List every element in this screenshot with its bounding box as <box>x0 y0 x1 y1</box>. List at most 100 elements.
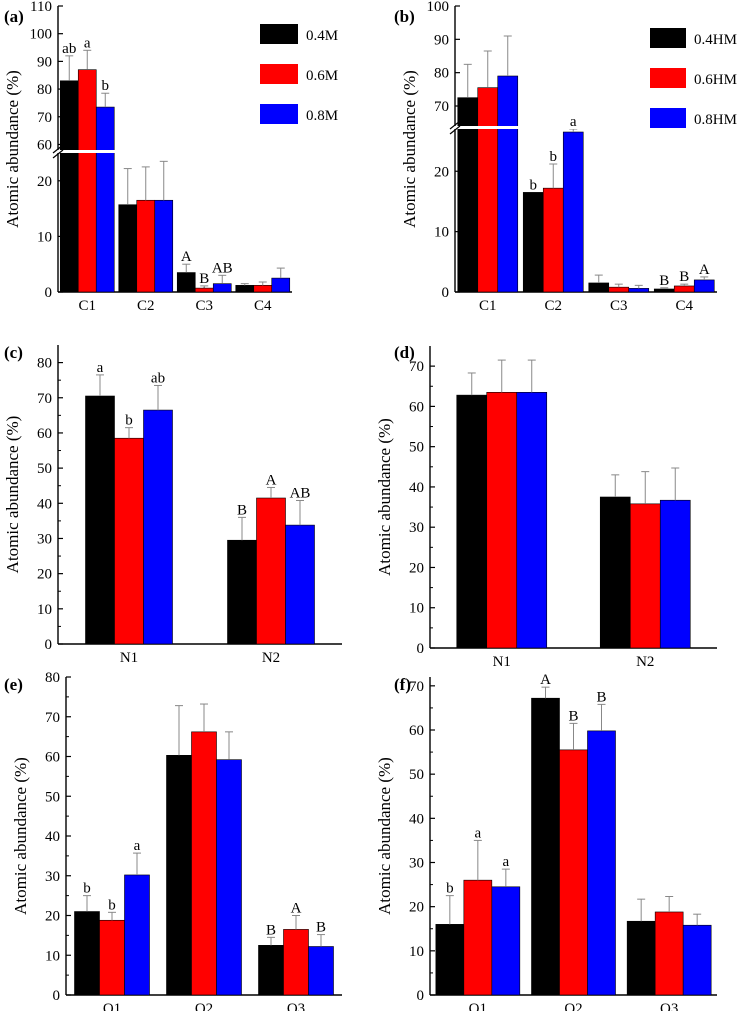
significance-label: ab <box>62 41 76 57</box>
bar-a-C4-0 <box>235 285 255 293</box>
x-category-label: C4 <box>254 298 272 314</box>
significance-label: A <box>181 249 192 265</box>
x-category-label: N1 <box>120 650 138 666</box>
bar-e-O3-1 <box>283 929 309 996</box>
x-category-label: C2 <box>137 298 155 314</box>
y-tick-label: 20 <box>45 909 60 925</box>
significance-label: B <box>199 271 209 287</box>
legend-swatch-0 <box>650 28 686 48</box>
legend: 0.4HM 0.6HM 0.8HM <box>650 28 737 128</box>
panel-f: (f) 0 10 20 30 40 50 60 70 Atomic abundance (%) O1… <box>375 672 717 1011</box>
legend-swatch-1 <box>650 68 686 88</box>
bar-a-C4-2 <box>271 277 291 293</box>
y-tick-label: 0 <box>45 285 53 301</box>
bar-c-N1-0 <box>85 395 115 645</box>
y-tick-label: 20 <box>37 174 52 190</box>
bar-f-O2-2 <box>587 730 616 996</box>
panel-d: (d) 0 10 20 30 40 50 60 70 Atomic abundance (%) N1… <box>375 343 717 670</box>
y-tick-label: 70 <box>409 679 424 695</box>
significance-label: b <box>530 177 538 193</box>
y-tick-label: 60 <box>37 137 52 153</box>
bar-c-N1-1 <box>114 437 144 645</box>
x-category-label: O2 <box>564 1001 582 1011</box>
significance-label: a <box>97 360 104 376</box>
significance-label: B <box>568 708 578 724</box>
significance-label: a <box>474 825 481 841</box>
legend-swatch-1 <box>260 64 298 84</box>
y-tick-label: 30 <box>37 531 52 547</box>
bar-b-C3-1 <box>608 286 630 293</box>
panel-label: (f) <box>394 675 411 694</box>
significance-label: AB <box>212 260 233 276</box>
y-tick-label: 40 <box>45 829 60 845</box>
bar-b-C4-2 <box>693 279 715 293</box>
significance-label: a <box>134 838 141 854</box>
y-tick-label: 10 <box>45 948 60 964</box>
significance-label: A <box>291 901 302 917</box>
y-axis-label: Atomic abundance (%) <box>11 757 30 915</box>
bar-b-C4-1 <box>673 285 695 293</box>
significance-label: A <box>540 672 551 688</box>
bar-e-O1-1 <box>99 919 125 996</box>
bar-b-C3-2 <box>628 288 650 293</box>
bar-e-O1-0 <box>74 911 100 996</box>
bar-f-O1-1 <box>463 879 493 996</box>
y-tick-label: 80 <box>37 82 52 98</box>
x-category-label: C1 <box>78 298 96 314</box>
significance-label: b <box>83 881 91 897</box>
significance-label: B <box>316 920 326 936</box>
bar-f-O3-1 <box>654 911 684 996</box>
panel-label: (d) <box>394 343 415 362</box>
significance-label: a <box>84 35 91 51</box>
bar-d-N1-2 <box>516 392 548 649</box>
bar-a-C3-2 <box>212 283 232 293</box>
panel-label: (e) <box>4 675 23 694</box>
significance-label: B <box>596 689 606 705</box>
y-tick-label: 20 <box>37 567 52 583</box>
y-tick-label: 70 <box>37 391 52 407</box>
y-tick-label: 0 <box>442 285 450 301</box>
bar-a-C4-1 <box>253 285 273 293</box>
bar-c-N2-2 <box>285 524 315 645</box>
y-axis-label: Atomic abundance (%) <box>3 70 22 228</box>
bar-e-O2-1 <box>191 731 217 996</box>
bar-f-O3-0 <box>626 920 656 996</box>
panel-label: (c) <box>4 343 23 362</box>
y-tick-label: 50 <box>409 440 424 456</box>
legend-label-1: 0.6HM <box>694 72 737 88</box>
y-tick-label: 60 <box>37 426 52 442</box>
bar-a-C2-2 <box>154 199 174 293</box>
bar-b-C1-2 <box>497 75 519 293</box>
y-tick-label: 10 <box>37 229 52 245</box>
x-category-label: C4 <box>675 298 693 314</box>
y-tick-label: 70 <box>45 710 60 726</box>
bar-b-C3-0 <box>588 282 610 293</box>
significance-label: B <box>266 922 276 938</box>
axis-break-mark <box>449 120 461 130</box>
panel-label: (b) <box>394 7 415 26</box>
bar-f-O2-0 <box>531 697 560 996</box>
x-category-label: O1 <box>469 1001 487 1011</box>
y-tick-label: 0 <box>45 637 53 653</box>
bar-f-O3-2 <box>682 924 712 996</box>
y-axis-label: Atomic abundance (%) <box>375 757 394 915</box>
bar-d-N2-0 <box>599 496 631 649</box>
y-tick-label: 90 <box>434 32 449 48</box>
bar-b-C2-2 <box>562 131 584 293</box>
panel-a: (a) 0 10 20 60 70 80 90 100 110 Atomic abundance (… <box>3 0 338 314</box>
x-category-label: N2 <box>262 650 280 666</box>
axis-break-mark <box>52 144 64 154</box>
legend-label-0: 0.4M <box>306 28 338 44</box>
y-tick-label: 50 <box>409 767 424 783</box>
bar-e-O3-0 <box>258 945 284 996</box>
y-tick-label: 100 <box>427 0 450 15</box>
axis-break-mark <box>52 149 64 159</box>
significance-label: b <box>446 881 454 897</box>
y-tick-label: 0 <box>53 988 61 1004</box>
y-tick-label: 20 <box>409 900 424 916</box>
significance-label: A <box>699 262 710 278</box>
y-tick-label: 10 <box>434 225 449 241</box>
y-tick-label: 80 <box>434 66 449 82</box>
legend: 0.4M 0.6M 0.8M <box>260 24 338 124</box>
